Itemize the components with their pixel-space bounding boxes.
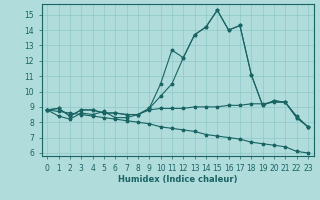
X-axis label: Humidex (Indice chaleur): Humidex (Indice chaleur) [118, 175, 237, 184]
